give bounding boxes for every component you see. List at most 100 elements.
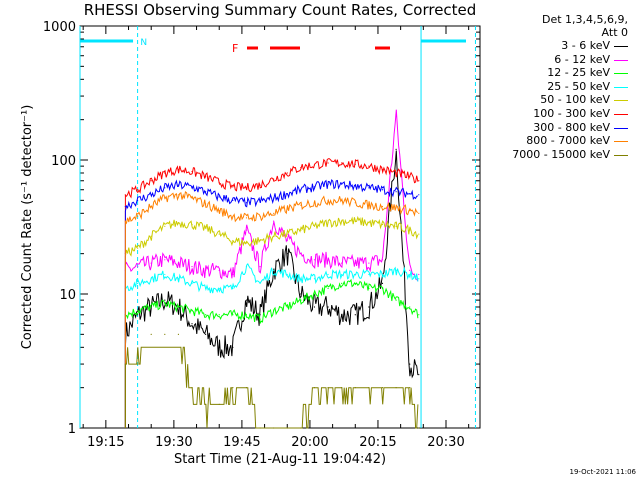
y-axis-label: Corrected Count Rate (s⁻¹ detector⁻¹) <box>20 105 35 350</box>
data-point <box>418 212 420 214</box>
flare-marker-label: F <box>232 42 238 55</box>
legend-label: 12 - 25 keV <box>547 66 610 80</box>
data-point <box>273 212 275 214</box>
data-point <box>205 333 207 335</box>
data-point <box>409 273 411 276</box>
data-point <box>259 240 261 242</box>
data-point <box>409 176 411 178</box>
x-tick-label: 19:15 <box>87 435 124 450</box>
data-point <box>273 427 275 429</box>
data-point <box>418 273 420 276</box>
data-point <box>245 187 248 189</box>
y-tick-label: 1000 <box>43 20 76 35</box>
data-point <box>368 387 370 389</box>
data-point <box>341 183 343 185</box>
plot-frame <box>79 25 481 429</box>
legend-item: 800 - 7000 keV <box>484 134 636 148</box>
data-point <box>381 273 384 276</box>
data-point <box>381 223 384 226</box>
data-point <box>286 233 288 235</box>
legend-label: 3 - 6 keV <box>561 39 610 52</box>
legend-item: 300 - 800 keV <box>484 121 636 135</box>
data-point <box>327 287 329 290</box>
data-point <box>191 387 193 389</box>
data-point <box>341 220 343 222</box>
x-axis-label: Start Time (21-Aug-11 19:04:42) <box>174 452 386 467</box>
legend-label: 6 - 12 keV <box>554 52 610 66</box>
data-point <box>150 180 152 182</box>
data-point <box>354 163 356 165</box>
data-point <box>327 183 329 185</box>
data-point <box>177 194 180 196</box>
footer-date: 19-Oct-2021 11:06 <box>569 468 636 476</box>
data-point <box>381 287 384 290</box>
data-point <box>245 229 248 231</box>
data-point <box>300 253 302 255</box>
data-point <box>381 205 384 208</box>
data-point <box>381 259 384 261</box>
data-point <box>368 306 370 308</box>
data-point <box>205 176 207 178</box>
data-point <box>395 299 397 301</box>
data-point <box>409 209 411 212</box>
data-point <box>177 333 180 335</box>
legend-swatch <box>614 141 628 143</box>
data-point <box>418 278 420 280</box>
data-point <box>341 387 343 389</box>
data-point <box>205 203 207 205</box>
data-point <box>245 299 248 301</box>
data-point <box>177 278 180 280</box>
data-point <box>354 185 356 187</box>
data-point <box>232 314 234 316</box>
data-point <box>245 266 248 268</box>
data-point <box>218 287 220 290</box>
data-point <box>341 199 343 201</box>
legend-swatch <box>614 154 628 156</box>
data-point <box>381 282 384 284</box>
data-point <box>245 387 248 389</box>
data-point <box>136 189 139 191</box>
data-point <box>191 197 193 199</box>
data-point <box>136 310 139 312</box>
legend-header-attenuator: Att 0 <box>601 26 628 39</box>
data-point <box>245 314 248 316</box>
data-point <box>368 273 370 276</box>
data-point <box>136 266 139 268</box>
data-point <box>409 363 411 365</box>
data-point <box>191 282 193 284</box>
data-point <box>368 165 370 167</box>
data-point <box>259 184 261 186</box>
legend-swatch <box>614 59 628 61</box>
data-point <box>218 314 220 316</box>
data-point <box>164 225 166 227</box>
data-point <box>245 202 248 204</box>
data-point <box>286 427 288 429</box>
data-point <box>286 208 288 210</box>
data-point <box>259 427 261 429</box>
data-point <box>205 314 207 316</box>
data-point <box>177 168 180 171</box>
series-line-800_7000keV <box>124 191 419 428</box>
data-point <box>395 207 397 209</box>
data-point <box>341 262 343 264</box>
data-point <box>124 363 126 365</box>
data-point <box>205 227 207 229</box>
data-point <box>164 333 166 335</box>
data-point <box>164 299 166 301</box>
legend-label: 300 - 800 keV <box>533 120 610 134</box>
legend-swatch <box>614 46 628 47</box>
data-point <box>273 310 275 312</box>
data-point <box>286 273 288 276</box>
data-point <box>232 240 234 242</box>
data-point <box>205 287 207 290</box>
legend-swatch <box>614 127 628 129</box>
data-point <box>381 387 384 389</box>
y-tick-label: 100 <box>51 154 76 169</box>
data-point <box>218 269 220 272</box>
legend-item: 50 - 100 keV <box>484 93 636 107</box>
data-point <box>341 162 343 164</box>
data-point <box>218 346 220 348</box>
data-point <box>286 172 288 174</box>
legend-item: 6 - 12 keV <box>484 53 636 67</box>
data-point <box>300 166 302 169</box>
